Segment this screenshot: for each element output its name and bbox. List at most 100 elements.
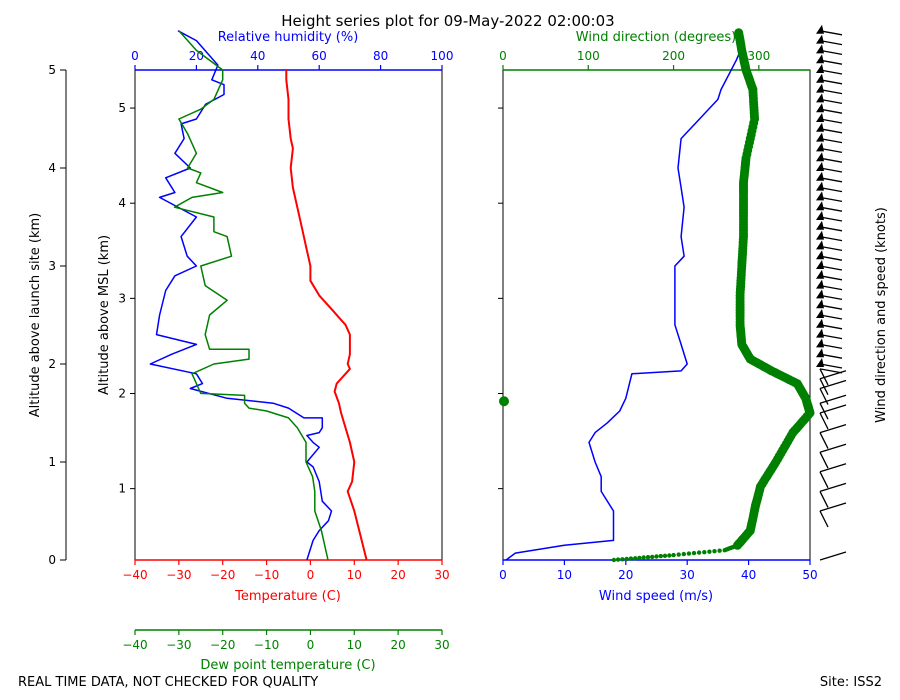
right-panel: 0 100 200 300 Wind direction (degrees) 0 10 2… <box>498 28 818 604</box>
dew-axis-tick-label: 30 <box>434 638 449 652</box>
rh-axis-tick-label: 40 <box>250 49 265 63</box>
wind-barb-pennant <box>816 191 824 201</box>
wind-barb-staff <box>819 235 843 242</box>
wind-barb-feather <box>819 402 829 420</box>
dewpoint-series-line <box>173 30 329 561</box>
wind-barb-staff <box>819 157 843 163</box>
alt-msl-tick-label: 1 <box>118 482 126 496</box>
wind-barb-staff <box>819 353 843 359</box>
alt-launch-label: Altitude above launch site (km) <box>28 213 43 417</box>
ws-axis-tick-label: 30 <box>680 568 695 582</box>
dew-axis-tick-label: 0 <box>307 638 315 652</box>
alt-launch-axis: 0 1 2 3 4 5 Altitude above launch site (km) <box>28 63 67 567</box>
wind-barb-pennant <box>816 132 824 142</box>
wind-barb-staff <box>819 304 843 310</box>
wind-barb-feather <box>819 432 829 449</box>
wind-barb-pennant <box>816 269 824 279</box>
wind-barb-pennant <box>816 93 824 103</box>
wind-barb-pennant <box>816 181 824 191</box>
wind-direction-point <box>499 396 509 407</box>
wind-direction-point <box>667 553 672 558</box>
chart-title: Height series plot for 09-May-2022 02:00… <box>281 12 614 30</box>
wind-barb-feather <box>819 471 829 489</box>
footer-site: Site: ISS2 <box>820 675 882 690</box>
ws-axis-tick-label: 20 <box>618 568 633 582</box>
temp-axis-tick-label: 20 <box>391 568 406 582</box>
wind-barb-staff <box>819 343 843 350</box>
wind-barb-staff <box>819 196 843 203</box>
temp-axis-tick-label: 0 <box>307 568 315 582</box>
temp-axis-tick-label: −40 <box>122 568 147 582</box>
ws-axis-tick-label: 40 <box>741 568 756 582</box>
wind-barb-pennant <box>816 309 824 318</box>
wind-barb-pennant <box>816 240 824 250</box>
wind-barb-pennant <box>816 122 824 132</box>
wind-direction-point <box>662 553 668 558</box>
wind-barb-staff <box>819 463 847 473</box>
wind-direction-point <box>671 552 676 558</box>
wind-direction-point <box>717 548 722 553</box>
wind-direction-point <box>615 557 621 562</box>
wind-direction-point <box>658 553 663 559</box>
temp-axis-tick-label: −30 <box>166 568 191 582</box>
alt-msl-tick-label: 5 <box>118 101 126 115</box>
rh-series-line <box>149 30 333 561</box>
wind-barb-staff <box>819 363 843 369</box>
wind-barb-pennant <box>816 54 824 64</box>
wd-axis-tick-label: 0 <box>499 49 507 63</box>
wind-direction-point <box>696 550 702 555</box>
wind-barb-feather <box>819 388 829 405</box>
wind-barb-pennant <box>816 162 824 171</box>
wind-barb-staff <box>819 255 843 261</box>
wind-barb-staff <box>819 128 843 134</box>
wind-barb-staff <box>819 502 847 512</box>
wind-direction-point <box>654 554 659 559</box>
ws-axis-tick-label: 0 <box>499 568 507 582</box>
wind-barb-feather <box>819 451 829 469</box>
wind-direction-point <box>641 555 646 560</box>
wind-barb-feather <box>819 491 829 508</box>
wind-barb-staff <box>819 423 847 434</box>
wind-barb-staff <box>819 88 843 95</box>
dew-axis-tick-label: −30 <box>166 638 191 652</box>
wind-barb-staff <box>819 226 843 232</box>
wind-barb-feather <box>819 378 829 395</box>
alt-msl-tick-label: 2 <box>118 386 126 400</box>
wind-barb-pennant <box>816 348 824 358</box>
dew-axis-tick-label: 20 <box>391 638 406 652</box>
wind-barb-pennant <box>816 220 824 230</box>
wind-direction-point <box>707 549 712 554</box>
wind-direction-point <box>702 550 707 555</box>
wind-barb-staff <box>819 177 843 183</box>
wind-barb-pennant <box>816 230 824 240</box>
wind-barb-feather <box>819 412 829 430</box>
wind-barb-pennant <box>816 83 824 93</box>
wind-barb-staff <box>819 167 843 173</box>
wind-barb-staff <box>819 49 843 56</box>
wind-barb-pennant <box>816 44 824 54</box>
wd-axis-tick-label: 100 <box>577 49 600 63</box>
alt-launch-tick-label: 5 <box>48 63 56 77</box>
wind-direction-point <box>691 550 697 556</box>
dew-axis-tick-label: −20 <box>210 638 235 652</box>
wind-barb-staff <box>819 39 843 46</box>
wind-direction-point <box>633 556 638 561</box>
wind-barb-pennant <box>816 73 824 83</box>
wind-barb-staff <box>819 482 847 493</box>
wind-barb-pennant <box>816 64 824 73</box>
wind-barb-pennant <box>816 24 824 34</box>
wind-direction-point <box>650 554 655 560</box>
rh-axis-tick-label: 60 <box>312 49 327 63</box>
wind-direction-point <box>681 551 686 557</box>
wind-barb-pennant <box>816 113 824 122</box>
dew-axis-tick-label: −10 <box>254 638 279 652</box>
rh-axis-tick-label: 100 <box>431 49 454 63</box>
wind-barb-pennant <box>816 142 824 152</box>
wind-barb-staff <box>819 206 843 212</box>
footer-quality-note: REAL TIME DATA, NOT CHECKED FOR QUALITY <box>18 675 318 690</box>
wind-barb-pennant <box>816 338 824 348</box>
barb-axis-label: Wind direction and speed (knots) <box>874 207 889 423</box>
wind-barb-staff <box>819 30 843 36</box>
temp-axis-tick-label: −10 <box>254 568 279 582</box>
